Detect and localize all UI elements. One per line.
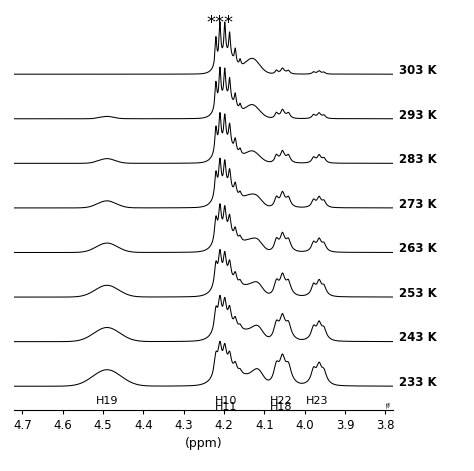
Text: 233 K: 233 K (400, 376, 437, 389)
Text: ***: *** (207, 14, 234, 32)
X-axis label: (ppm): (ppm) (185, 438, 223, 450)
Text: H10: H10 (215, 396, 237, 406)
Text: 243 K: 243 K (400, 332, 437, 344)
Text: 283 K: 283 K (400, 153, 437, 166)
Text: H22: H22 (270, 396, 292, 406)
Text: H11: H11 (215, 402, 237, 412)
Text: 303 K: 303 K (400, 64, 437, 77)
Text: 253 K: 253 K (400, 287, 437, 300)
Text: 293 K: 293 K (400, 108, 437, 122)
Text: 273 K: 273 K (400, 198, 437, 211)
Text: $\prime\prime$: $\prime\prime$ (383, 399, 393, 411)
Text: H19: H19 (96, 396, 118, 406)
Text: 263 K: 263 K (400, 242, 437, 255)
Text: H18: H18 (270, 402, 292, 412)
Text: H23: H23 (306, 396, 329, 406)
